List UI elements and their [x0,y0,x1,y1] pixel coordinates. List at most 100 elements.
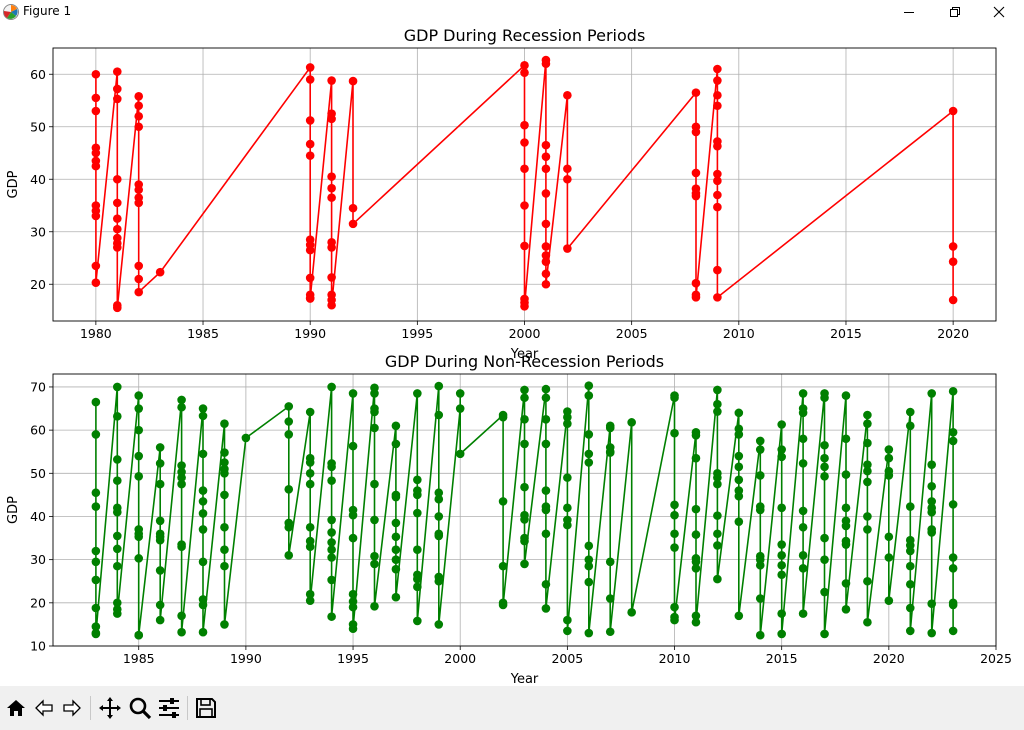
zoom-button[interactable] [126,694,154,722]
data-point [155,479,165,489]
data-point [327,193,336,202]
data-point [755,594,765,603]
data-point [563,90,572,100]
figure-canvas[interactable]: 1980 1985 1990 1995 2000 2005 2010 2015 2020 20 30… [0,24,1024,687]
data-point [927,460,937,469]
data-point [713,293,722,302]
data-point [820,453,829,463]
data-point [91,161,101,171]
data-point [434,381,444,391]
data-point [584,430,594,439]
data-point [284,484,294,494]
data-point [734,430,744,439]
data-point [670,543,679,552]
data-point [391,421,401,431]
data-point [112,412,122,421]
data-point [584,555,594,564]
data-point [520,515,529,524]
data-point [134,532,144,542]
data-point [327,273,336,282]
minimize-button[interactable] [886,0,932,24]
forward-button[interactable] [58,694,86,722]
data-point [370,601,379,611]
data-point [370,515,379,525]
data-point [905,502,915,511]
data-point [755,471,765,480]
data-point [541,251,551,260]
data-point [520,120,529,130]
data-point [112,382,122,392]
data-point [305,596,315,605]
data-point [820,555,829,564]
data-point [134,287,144,297]
data-point [112,476,122,485]
data-point [348,219,358,229]
data-point [520,201,529,210]
data-point [520,482,529,492]
data-point [305,75,315,84]
data-point [884,532,894,542]
save-button[interactable] [192,694,220,722]
data-point [327,300,336,310]
data-point [305,469,315,478]
x-tick-label: 2000 [509,326,541,341]
data-point [434,620,444,629]
home-icon [7,700,25,716]
data-point [691,127,701,137]
data-point [112,67,122,76]
x-tick-label: 2015 [830,326,862,341]
data-point [112,174,122,184]
data-point [563,473,572,482]
data-point [327,612,336,621]
restore-button[interactable] [932,0,978,24]
close-button[interactable] [976,0,1022,24]
data-point [434,494,444,504]
data-point [691,504,701,514]
data-point [755,436,765,446]
data-point [713,541,722,550]
data-point [198,557,208,567]
data-point [391,555,401,564]
data-point [198,600,208,610]
data-point [691,431,701,440]
data-point [713,141,722,151]
data-point [863,460,872,469]
data-point [905,603,915,613]
data-point [220,490,229,500]
data-point [327,462,336,472]
data-point [670,428,679,438]
data-point [91,629,101,639]
data-point [220,561,229,571]
data-point [91,488,101,498]
data-point [541,242,551,251]
data-point [520,61,529,70]
data-point [798,408,808,418]
x-tick-label: 1980 [80,326,112,341]
data-point [413,389,422,398]
configure-subplots-button[interactable] [155,694,183,722]
data-point [541,164,551,174]
data-point [413,574,422,584]
data-point [198,497,208,506]
back-button[interactable] [30,694,58,722]
home-button[interactable] [2,694,30,722]
subplot-1: 1980 1985 1990 1995 2000 2005 2010 2015 20202030… [6,26,997,362]
chart-title: GDP During Recession Periods [404,26,646,45]
data-point [541,529,551,539]
data-point [434,531,444,541]
data-point [563,503,572,513]
data-point [112,609,122,618]
data-point [177,627,186,637]
data-point [691,617,701,627]
data-point [798,551,808,560]
data-point [455,449,465,459]
data-point [541,505,551,515]
data-point [112,198,122,208]
data-point [134,122,144,132]
data-point [584,561,594,571]
data-point [541,59,551,69]
pan-button[interactable] [96,694,124,722]
data-point [820,393,829,403]
data-point [327,515,336,525]
data-point [305,116,315,125]
